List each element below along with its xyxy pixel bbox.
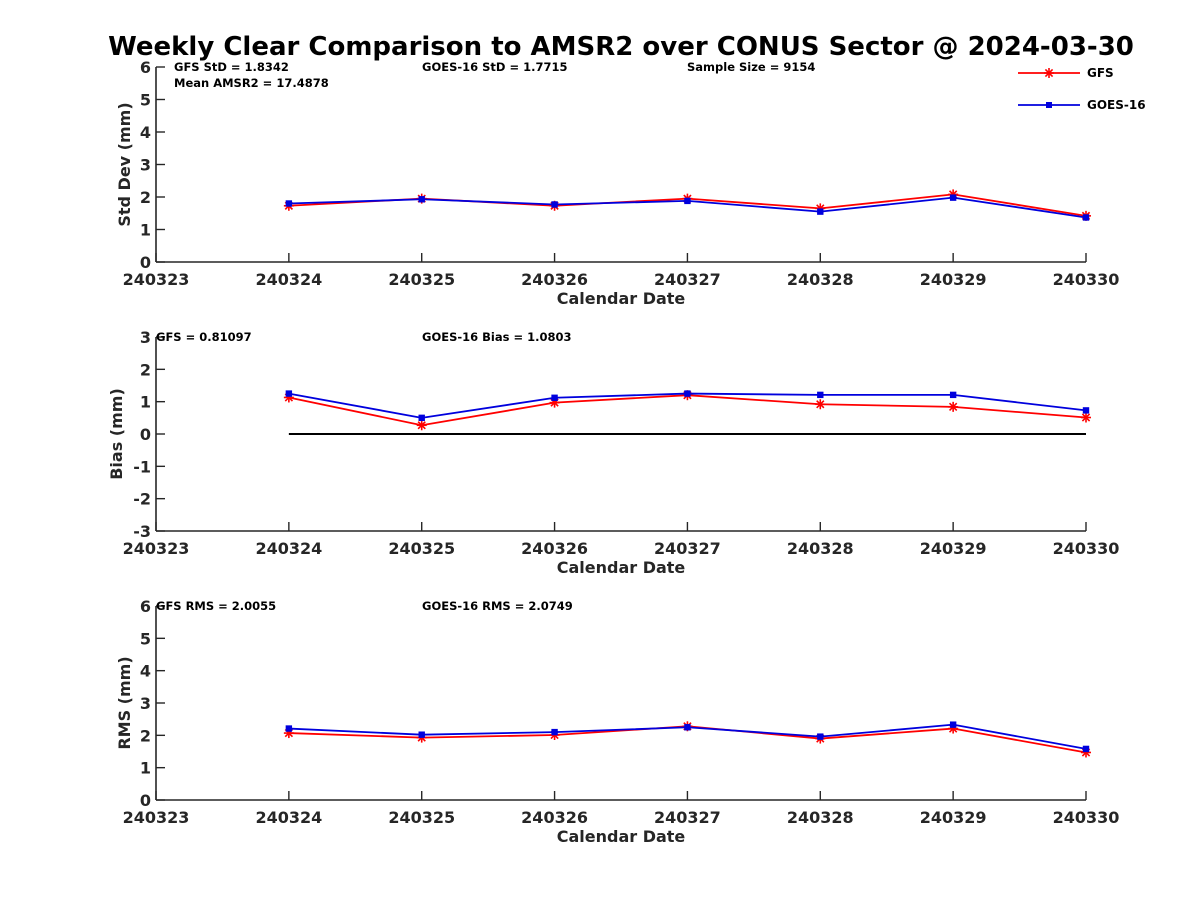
y-tick-label: 2	[140, 188, 151, 207]
y-tick-label: 6	[140, 58, 151, 77]
x-tick-label: 240327	[654, 808, 721, 827]
x-axis-label: Calendar Date	[557, 827, 686, 846]
x-tick-label: 240329	[920, 270, 987, 289]
panel-2: 240323 240324 240325 240326 240327 240328 2403…	[107, 328, 1119, 577]
data-point-gfs	[815, 399, 826, 410]
y-axis-label: Bias (mm)	[107, 388, 126, 480]
panel-3: 240323 240324 240325 240326 240327 240328 2403…	[115, 597, 1119, 846]
y-tick-label: 3	[140, 694, 151, 713]
x-tick-label: 240325	[388, 808, 455, 827]
y-tick-label: 3	[140, 328, 151, 347]
annotation-a1: GFS RMS = 2.0055	[156, 599, 276, 613]
annotation-a2: GOES-16 StD = 1.7715	[422, 60, 567, 74]
data-point-goes16	[684, 724, 691, 731]
data-point-goes16	[817, 208, 824, 215]
legend-goes-label: GOES-16	[1087, 98, 1146, 112]
data-point-goes16	[949, 194, 957, 201]
y-tick-label: -2	[133, 490, 151, 509]
x-tick-label: 240324	[255, 808, 322, 827]
y-tick-label: 5	[140, 91, 151, 110]
x-tick-label: 240328	[787, 539, 854, 558]
x-tick-label: 240326	[521, 270, 588, 289]
y-tick-label: 0	[140, 425, 151, 444]
legend: GFS GOES-16	[1018, 66, 1146, 112]
data-point-goes16	[418, 731, 425, 738]
x-tick-label: 240323	[123, 270, 190, 289]
y-tick-label: 4	[140, 123, 151, 142]
annotation-a4: Mean AMSR2 = 17.4878	[174, 76, 329, 90]
data-point-goes16	[1082, 407, 1090, 414]
x-tick-label: 240330	[1053, 808, 1120, 827]
y-tick-label: 5	[140, 629, 151, 648]
x-tick-label: 240329	[920, 808, 987, 827]
data-point-goes16	[949, 391, 957, 399]
y-tick-label: 0	[140, 253, 151, 272]
data-point-goes16	[551, 394, 558, 401]
x-tick-label: 240323	[123, 808, 190, 827]
data-point-goes16	[285, 200, 293, 207]
data-point-gfs	[948, 401, 959, 412]
legend-goes-marker	[1046, 102, 1052, 108]
x-tick-label: 240326	[521, 808, 588, 827]
data-point-goes16	[551, 201, 558, 208]
x-tick-label: 240324	[255, 539, 322, 558]
annotation-a2: GOES-16 RMS = 2.0749	[422, 599, 573, 613]
data-point-goes16	[285, 725, 293, 732]
x-tick-label: 240324	[255, 270, 322, 289]
x-tick-label: 240329	[920, 539, 987, 558]
data-point-goes16	[1082, 745, 1090, 753]
data-point-gfs	[1081, 412, 1091, 423]
y-tick-label: 2	[140, 726, 151, 745]
data-point-goes16	[1082, 214, 1090, 221]
y-tick-label: 6	[140, 597, 151, 616]
data-point-goes16	[684, 390, 691, 397]
x-tick-label: 240330	[1053, 539, 1120, 558]
data-point-goes16	[817, 391, 824, 399]
y-tick-label: -3	[133, 522, 151, 541]
y-tick-label: 1	[140, 759, 151, 778]
data-point-gfs	[416, 420, 427, 431]
panels: 240323 240324 240325 240326 240327 240328 2403…	[107, 58, 1119, 846]
x-tick-label: 240327	[654, 270, 721, 289]
x-tick-label: 240330	[1053, 270, 1120, 289]
data-point-goes16	[418, 196, 425, 203]
x-tick-label: 240325	[388, 539, 455, 558]
data-point-goes16	[285, 390, 293, 397]
x-tick-label: 240328	[787, 808, 854, 827]
data-point-goes16	[551, 728, 558, 736]
annotation-a2: GOES-16 Bias = 1.0803	[422, 330, 571, 344]
x-axis-label: Calendar Date	[557, 289, 686, 308]
x-tick-label: 240323	[123, 539, 190, 558]
x-tick-label: 240328	[787, 270, 854, 289]
annotation-a1: GFS StD = 1.8342	[174, 60, 289, 74]
y-tick-label: 4	[140, 662, 151, 681]
y-tick-label: 2	[140, 360, 151, 379]
y-tick-label: -1	[133, 457, 151, 476]
data-point-goes16	[418, 414, 425, 422]
data-point-goes16	[949, 721, 957, 728]
y-tick-label: 1	[140, 221, 151, 240]
annotation-a1: GFS = 0.81097	[156, 330, 252, 344]
x-tick-label: 240327	[654, 539, 721, 558]
y-tick-label: 0	[140, 791, 151, 810]
y-axis-label: RMS (mm)	[115, 656, 134, 749]
y-tick-label: 3	[140, 156, 151, 175]
y-tick-label: 1	[140, 393, 151, 412]
x-axis-label: Calendar Date	[557, 558, 686, 577]
legend-gfs-marker	[1044, 68, 1054, 78]
data-point-goes16	[817, 733, 824, 740]
y-axis-label: Std Dev (mm)	[115, 102, 134, 226]
data-point-goes16	[684, 197, 691, 205]
x-tick-label: 240326	[521, 539, 588, 558]
panel-1: 240323 240324 240325 240326 240327 240328 2403…	[115, 58, 1119, 308]
annotation-a3: Sample Size = 9154	[687, 60, 815, 74]
figure-title: Weekly Clear Comparison to AMSR2 over CO…	[108, 32, 1134, 62]
legend-gfs-label: GFS	[1087, 66, 1114, 80]
x-tick-label: 240325	[388, 270, 455, 289]
